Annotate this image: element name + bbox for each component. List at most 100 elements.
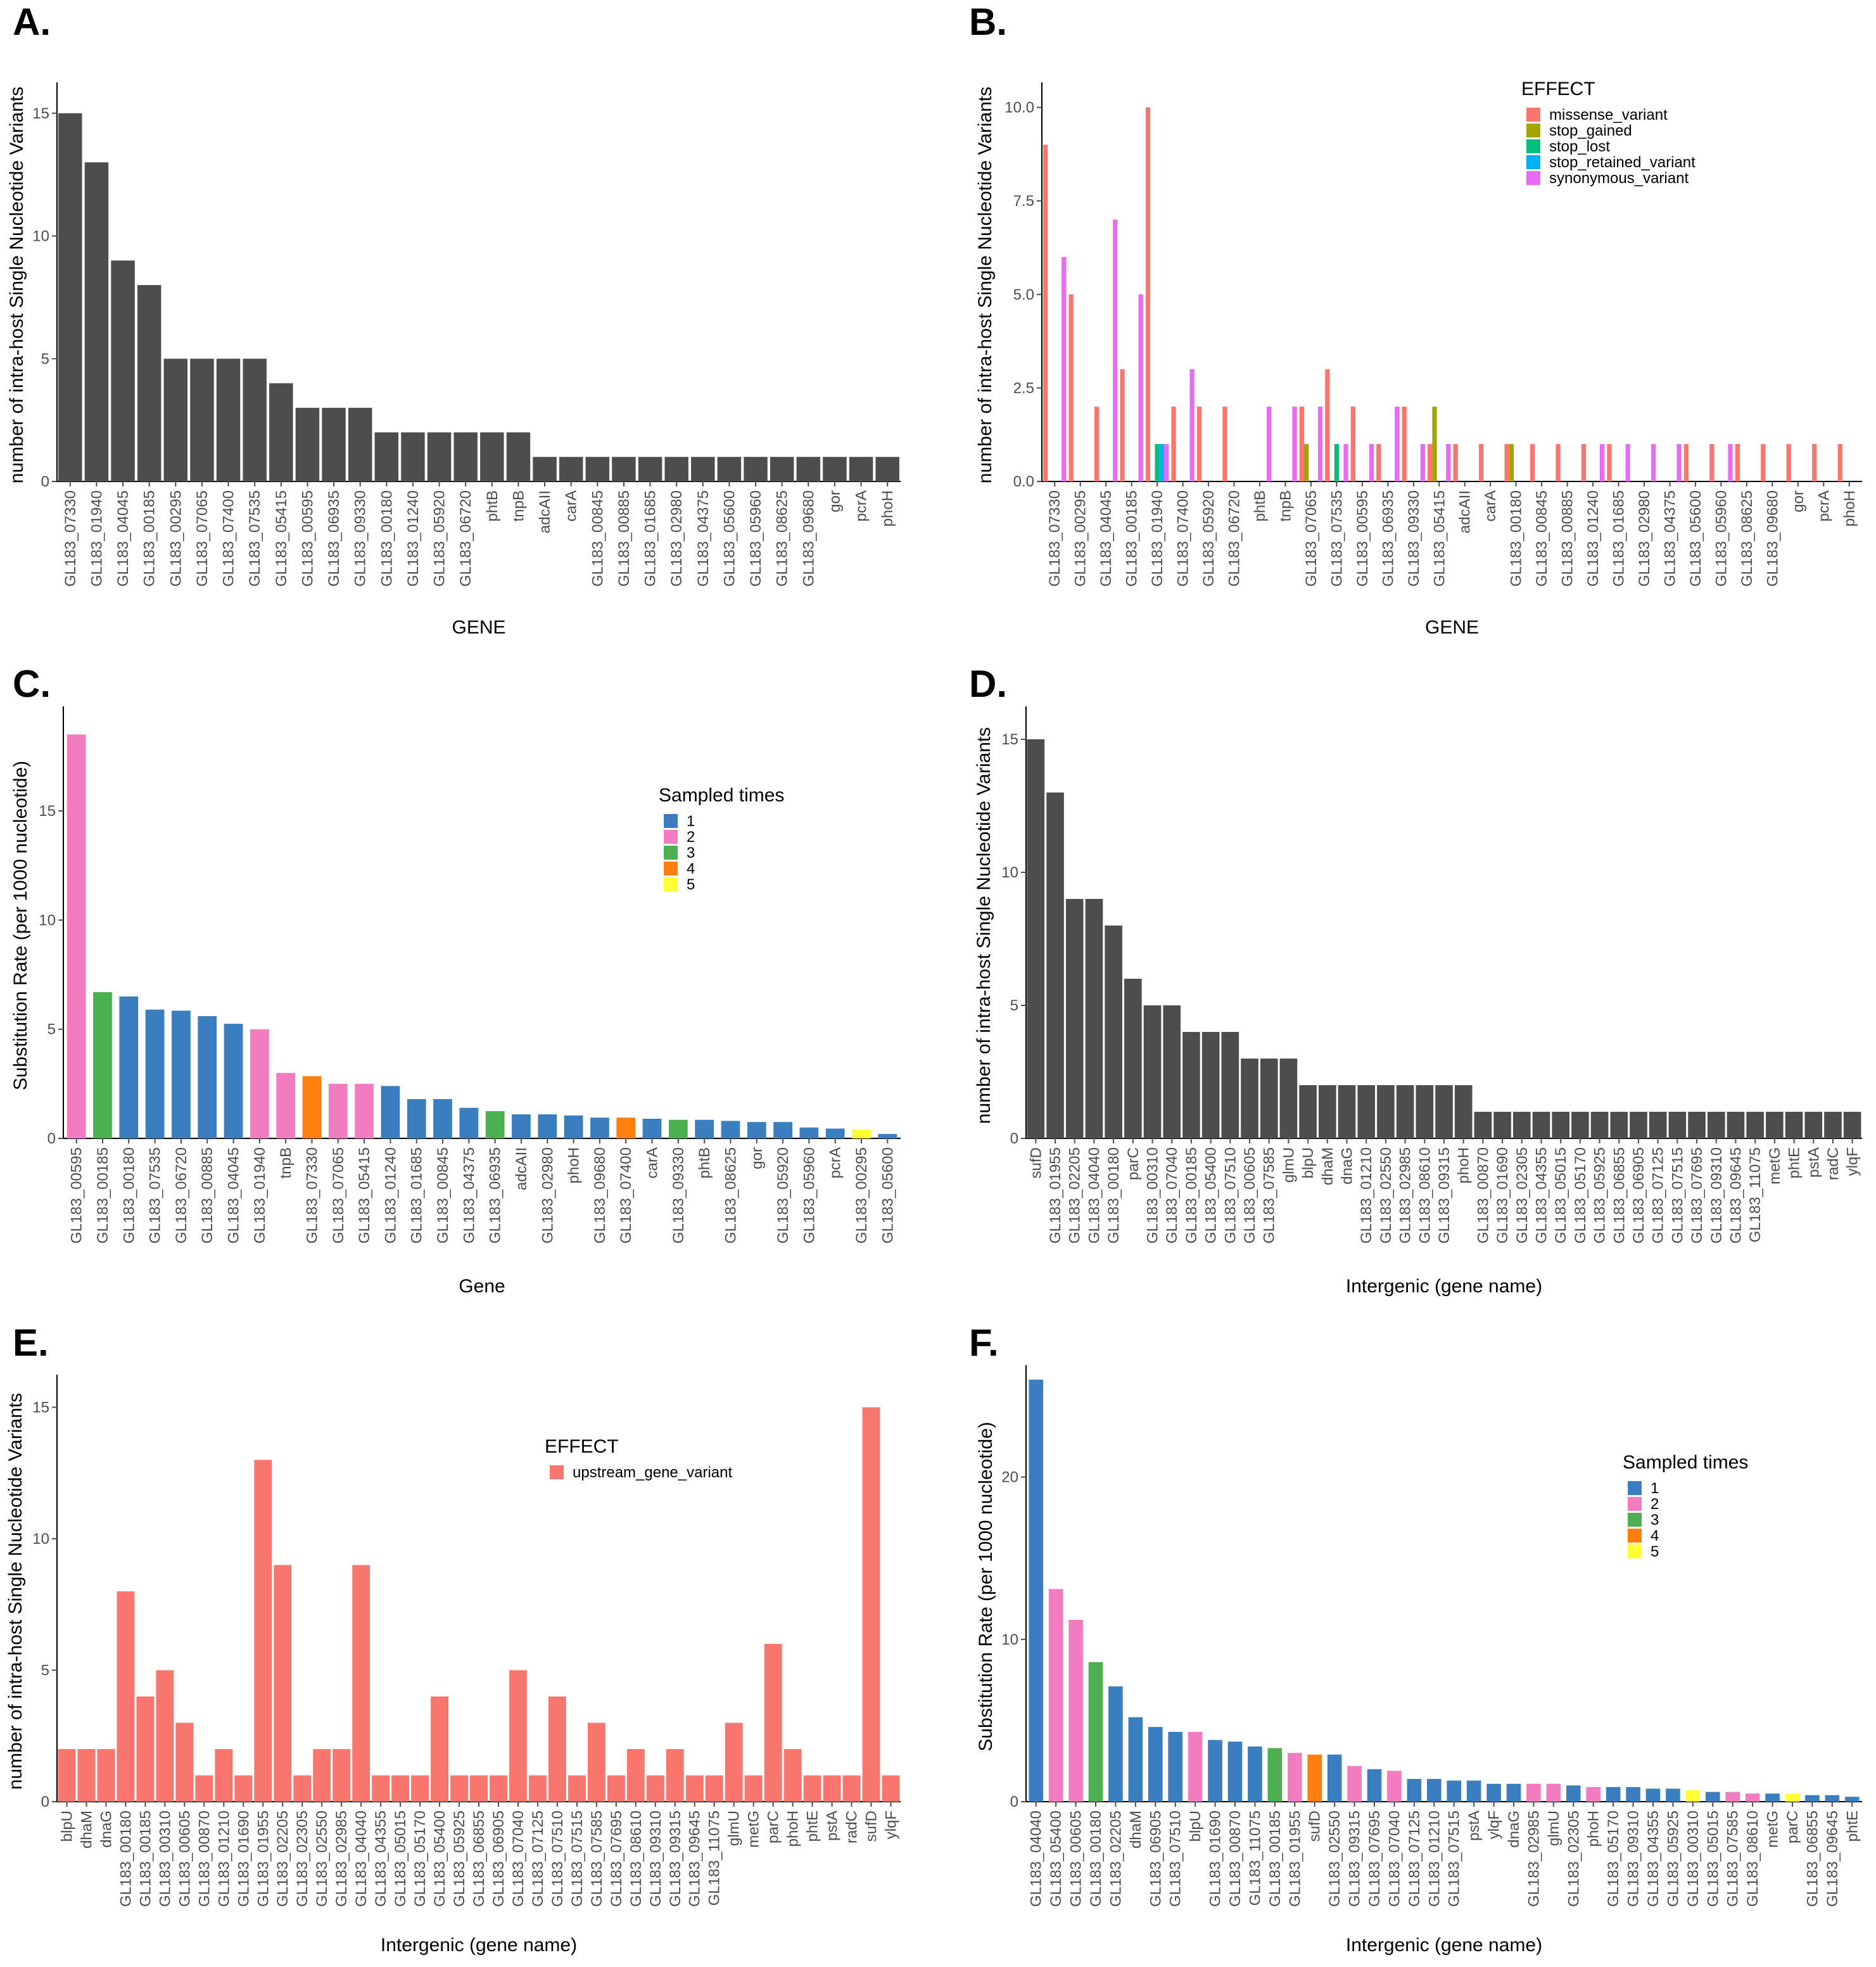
x-tick-label: GL183_01940 (88, 490, 105, 587)
x-tick-label: GL183_02305 (1565, 1811, 1582, 1907)
bar-gl183-09330-missense-variant (1402, 406, 1407, 481)
bar-gl183-05600 (878, 1134, 897, 1138)
legend-key-2 (1628, 1497, 1642, 1511)
x-tick-label: ylqF (1844, 1147, 1861, 1176)
x-tick-label: GL183_06720 (457, 490, 474, 587)
x-axis-title: Gene (459, 1276, 505, 1297)
legend-key-1 (1628, 1481, 1642, 1495)
bar-gl183-05925 (1666, 1788, 1680, 1802)
x-tick-label: GL183_06935 (326, 490, 343, 587)
bar-gl183-02205 (1065, 899, 1084, 1138)
y-tick-label: 10 (1001, 1631, 1018, 1648)
panel-letter: C. (13, 663, 51, 705)
panel-letter: D. (969, 663, 1007, 705)
x-tick-label: GL183_05015 (1704, 1811, 1721, 1907)
bar-gl183-11075 (1746, 1112, 1764, 1138)
bar-gl183-01210 (215, 1749, 233, 1802)
bar-gl183-07515 (567, 1775, 586, 1802)
bar-phoh (1586, 1786, 1601, 1802)
bar-gl183-07535-stop-lost (1334, 443, 1340, 481)
bar-phoh (564, 1115, 583, 1138)
bar-gl183-02305 (1566, 1785, 1581, 1802)
bar-gl183-05170 (411, 1775, 429, 1802)
y-tick-label: 0 (1010, 1130, 1018, 1147)
bar-gl183-07515 (1447, 1780, 1462, 1802)
x-tick-label: GL183_01955 (1047, 1147, 1064, 1244)
legend-key-3 (1628, 1513, 1642, 1527)
bar-gl183-01690 (1208, 1740, 1222, 1802)
x-tick-label: pstA (1805, 1147, 1822, 1178)
x-tick-label: sufD (863, 1811, 880, 1842)
bar-pcra (849, 457, 873, 481)
y-tick-label: 10 (1001, 864, 1018, 881)
x-tick-label: GL183_09315 (1347, 1811, 1364, 1907)
y-tick-label: 5 (41, 350, 49, 367)
x-tick-label: adcAII (536, 490, 554, 533)
x-tick-label: GL183_00185 (1124, 490, 1141, 587)
bar-gl183-07585 (587, 1722, 605, 1802)
bar-gl183-00185-missense-variant (1120, 369, 1125, 481)
bar-gl183-05925 (1590, 1112, 1609, 1138)
x-tick-label: GL183_01210 (1426, 1811, 1443, 1907)
x-tick-label: carA (1482, 490, 1499, 521)
x-tick-label: GL183_07125 (1406, 1811, 1423, 1907)
x-tick-label: GL183_01690 (235, 1811, 252, 1907)
bar-gl183-06905 (1148, 1727, 1163, 1802)
bar-gl183-06855 (1610, 1112, 1628, 1138)
x-tick-label: GL183_05400 (431, 1811, 448, 1907)
bar-gl183-07585 (1260, 1059, 1278, 1138)
bar-gl183-01955 (254, 1460, 272, 1802)
x-tick-label: tnpB (510, 490, 527, 521)
x-tick-label: GL183_06855 (471, 1811, 488, 1907)
bar-gl183-07535-missense-variant (1325, 369, 1330, 481)
x-tick-label: GL183_06905 (490, 1811, 507, 1907)
x-tick-label: GL183_00605 (176, 1811, 193, 1907)
y-axis-title: Substitution Rate (per 1000 nucleotide) (10, 761, 31, 1090)
bar-gl183-00885 (612, 457, 636, 481)
x-tick-label: GL183_04045 (225, 1147, 243, 1244)
x-tick-label: GL183_00595 (68, 1147, 86, 1244)
legend-title: Sampled times (659, 785, 784, 806)
y-tick-label: 15 (39, 803, 56, 820)
bar-glmu (1546, 1783, 1561, 1802)
bar-gl183-00180 (117, 1591, 135, 1802)
y-tick-label: 10.0 (1005, 99, 1034, 117)
bar-gl183-07330-missense-variant (1043, 144, 1048, 482)
x-tick-label: GL183_00185 (1267, 1811, 1284, 1907)
bar-phtb (695, 1119, 714, 1138)
x-tick-label: GL183_00595 (299, 490, 316, 587)
x-tick-label: parC (1784, 1811, 1801, 1843)
bar-gl183-05920 (773, 1122, 792, 1138)
x-tick-label: GL183_00605 (1068, 1811, 1085, 1907)
x-tick-label: blpU (58, 1811, 75, 1842)
x-tick-label: GL183_05600 (1687, 490, 1704, 587)
x-tick-label: ylqF (1486, 1811, 1503, 1839)
bar-cara (559, 457, 583, 481)
y-tick-label: 10 (32, 1531, 49, 1548)
bar-gl183-08610 (1745, 1793, 1760, 1802)
x-tick-label: GL183_02980 (668, 490, 685, 587)
y-tick-label: 0 (41, 1793, 49, 1811)
x-tick-label: GL183_02980 (1636, 490, 1653, 587)
x-tick-label: GL183_00180 (117, 1811, 134, 1907)
bar-gl183-01210 (1426, 1779, 1442, 1802)
bar-gl183-07065-missense-variant (1299, 406, 1304, 481)
x-tick-label: GL183_07535 (1328, 490, 1345, 587)
bar-gl183-00870 (195, 1775, 213, 1802)
y-tick-label: 0 (1010, 1793, 1018, 1811)
legend-label-4: 4 (1651, 1527, 1659, 1544)
x-tick-label: GL183_00295 (1072, 490, 1089, 587)
bar-gl183-09680 (590, 1117, 609, 1138)
x-tick-label: GL183_07510 (549, 1811, 566, 1907)
x-axis-title: GENE (1425, 617, 1479, 638)
x-tick-label: dhaM (1127, 1811, 1144, 1849)
x-tick-label: GL183_02550 (1326, 1811, 1343, 1907)
legend-label-upstream-gene-variant: upstream_gene_variant (573, 1464, 732, 1481)
bar-gl183-06855 (470, 1775, 488, 1802)
x-tick-label: GL183_05400 (1048, 1811, 1065, 1907)
x-tick-label: GL183_00185 (1183, 1147, 1200, 1244)
legend-label-5: 5 (1651, 1543, 1659, 1560)
x-tick-label: GL183_00885 (1559, 490, 1576, 587)
legend-title: Sampled times (1623, 1452, 1748, 1473)
legend-label-missense-variant: missense_variant (1549, 106, 1668, 124)
